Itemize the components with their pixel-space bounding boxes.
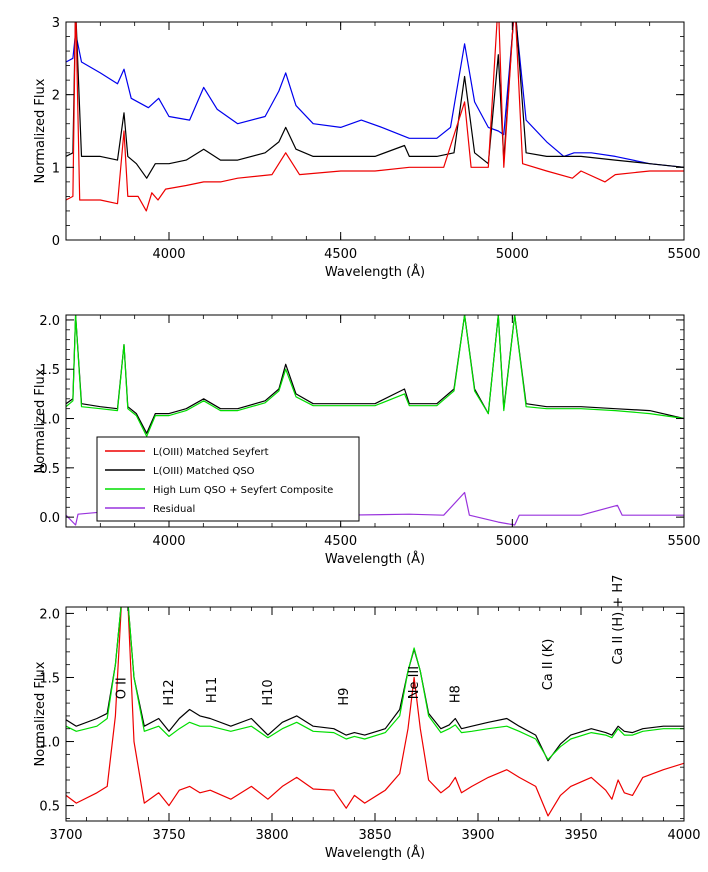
- x-tick-label: 4000: [667, 828, 700, 843]
- y-tick-label: 1.5: [39, 363, 60, 378]
- y-tick-label: 1.5: [39, 671, 60, 686]
- series-line-3-2: [66, 607, 684, 762]
- y-tick-label: 1.0: [39, 736, 60, 751]
- y-tick-label: 1: [52, 161, 60, 176]
- plot-frame: [65, 21, 685, 241]
- legend-label: L(OIII) Matched Seyfert: [153, 447, 269, 458]
- line-annotation: H12: [162, 679, 177, 705]
- x-axis-label: Wavelength (Å): [325, 551, 425, 567]
- line-annotation: H9: [337, 688, 352, 706]
- series-line-1-1: [66, 22, 684, 168]
- x-tick-label: 3700: [49, 828, 82, 843]
- y-tick-label: 0.5: [39, 462, 60, 477]
- line-annotation: Ne III: [407, 666, 422, 699]
- y-tick-label: 0.0: [39, 511, 60, 526]
- y-axis-label: Normalized Flux: [33, 78, 48, 183]
- series-line-3-1: [66, 607, 684, 817]
- x-tick-label: 4500: [324, 247, 357, 262]
- line-annotation: O II: [115, 677, 130, 699]
- line-annotation: Ca II (K): [541, 639, 556, 691]
- x-tick-label: 3850: [358, 828, 391, 843]
- x-tick-label: 3800: [255, 828, 288, 843]
- x-tick-label: 5000: [496, 247, 529, 262]
- y-axis-label: Normalized Flux: [33, 661, 48, 766]
- legend-box: [96, 436, 360, 522]
- y-tick-label: 2.0: [39, 607, 60, 622]
- x-axis-label: Wavelength (Å): [325, 845, 425, 861]
- x-tick-label: 4000: [152, 534, 185, 549]
- chart-panel-3: 3700 3750 3800 3850 3900 3950 4000 0.5 1.0 1.5 2.0…: [33, 575, 701, 861]
- y-axis-label: Normalized Flux: [33, 368, 48, 473]
- x-tick-label: 4500: [324, 534, 357, 549]
- x-tick-label: 5500: [667, 534, 700, 549]
- x-tick-label: 3900: [461, 828, 494, 843]
- plot-frame: [65, 606, 685, 822]
- x-tick-label: 5500: [667, 247, 700, 262]
- line-annotation: H11: [205, 677, 220, 703]
- x-tick-label: 3950: [564, 828, 597, 843]
- y-tick-label: 3: [52, 16, 60, 31]
- y-tick-label: 0.5: [39, 800, 60, 815]
- x-axis-label: Wavelength (Å): [325, 264, 425, 280]
- legend-label: High Lum QSO + Seyfert Composite: [153, 485, 333, 496]
- legend-label: Residual: [153, 504, 195, 515]
- series-line-3-3: [66, 607, 684, 761]
- series-line-2-3: [66, 315, 684, 437]
- chart-panel-2: 4000 4500 5000 5500 0.0 0.5 1.0 1.5 2.0 Wavelengt…: [33, 314, 701, 567]
- y-tick-label: 1.0: [39, 413, 60, 428]
- legend-label: L(OIII) Matched QSO: [153, 466, 255, 477]
- y-tick-label: 2: [52, 89, 60, 104]
- line-annotation: H8: [448, 685, 463, 703]
- y-tick-label: 2.0: [39, 314, 60, 329]
- series-line-1-2: [66, 22, 684, 179]
- x-tick-label: 5000: [496, 534, 529, 549]
- x-tick-label: 3750: [152, 828, 185, 843]
- y-tick-label: 0: [52, 234, 60, 249]
- line-annotation: Ca II (H) + H7: [611, 575, 626, 665]
- series-line-1-3: [66, 22, 684, 212]
- x-tick-label: 4000: [152, 247, 185, 262]
- line-annotation: H10: [261, 679, 276, 705]
- chart-panel-1: 4000 4500 5000 5500 0 1 2 3 Wavelength (Å) Normal…: [33, 16, 701, 280]
